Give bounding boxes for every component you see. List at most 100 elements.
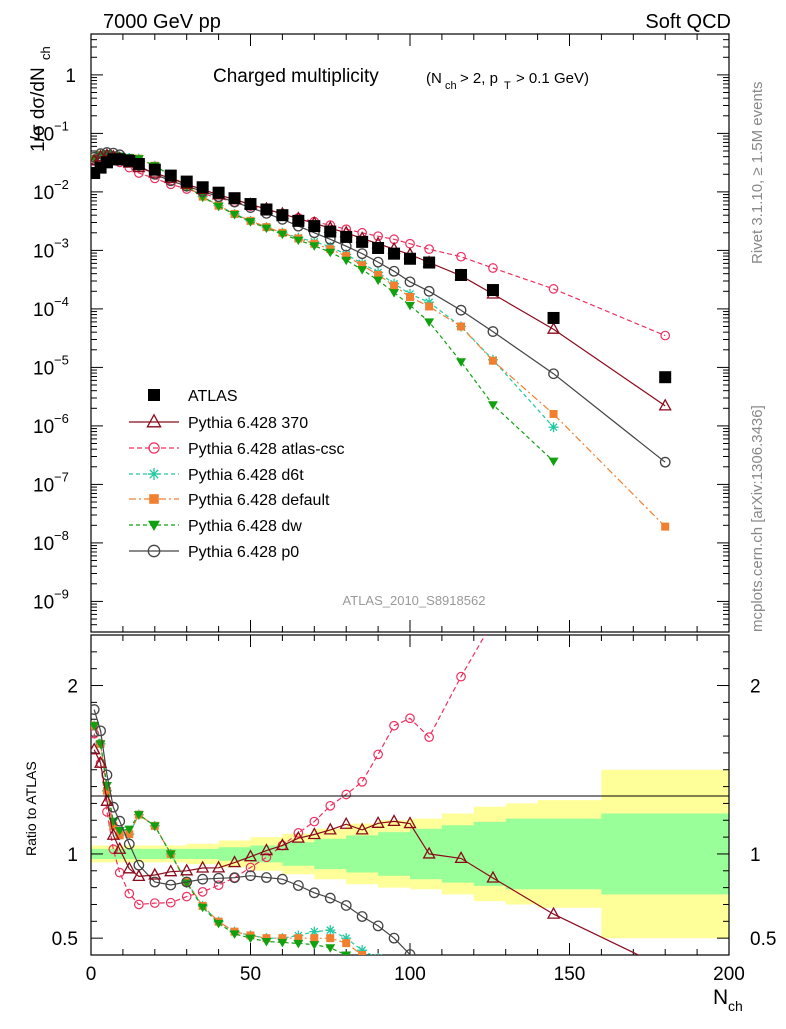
data-point xyxy=(212,186,225,199)
data-point xyxy=(488,985,498,995)
data-point xyxy=(133,811,144,820)
data-point xyxy=(196,181,209,194)
legend-label: Pythia 6.428 default xyxy=(188,492,330,509)
svg-text:ch: ch xyxy=(38,46,53,60)
data-point xyxy=(180,863,194,876)
svg-text:ch: ch xyxy=(445,80,457,92)
data-point xyxy=(340,230,353,243)
data-point xyxy=(548,368,559,380)
data-point xyxy=(294,934,303,943)
y-tick-label-base: 10 xyxy=(33,475,54,496)
data-point xyxy=(424,244,434,255)
data-point xyxy=(213,880,224,891)
data-point xyxy=(164,169,177,182)
chart-title: Charged multiplicity xyxy=(213,66,379,87)
rivet-label: Rivet 3.1.10, ≥ 1.5M events xyxy=(749,82,766,265)
data-point xyxy=(424,732,434,742)
data-point xyxy=(456,1013,466,1022)
data-point xyxy=(549,1015,559,1024)
data-point xyxy=(487,326,499,337)
data-point xyxy=(245,870,256,882)
data-point xyxy=(548,284,559,294)
x-tick-label: 100 xyxy=(394,964,426,985)
data-point xyxy=(549,999,559,1009)
data-point xyxy=(356,911,368,922)
data-point xyxy=(425,302,434,311)
data-point xyxy=(374,270,383,279)
data-point xyxy=(488,356,497,365)
data-point xyxy=(488,263,498,273)
svg-text:> 0.1 GeV): > 0.1 GeV) xyxy=(516,70,589,87)
data-point xyxy=(549,489,558,498)
y-tick-label-base: 10 xyxy=(33,534,54,555)
data-point xyxy=(213,919,224,929)
data-point xyxy=(165,897,176,908)
data-point xyxy=(456,976,466,986)
ratio-line xyxy=(93,749,640,955)
y-tick-label: 10 −8 xyxy=(33,528,69,555)
data-point xyxy=(229,930,240,939)
data-point xyxy=(165,879,177,891)
data-point xyxy=(260,203,273,216)
y-tick-label-exp: −5 xyxy=(54,352,69,367)
data-point xyxy=(277,938,288,948)
y-tick-label-exp: −7 xyxy=(54,469,69,484)
x-tick-label: 50 xyxy=(240,964,261,985)
y-tick-label-exp: −4 xyxy=(54,294,69,309)
ratio-line xyxy=(93,635,486,906)
data-point xyxy=(229,211,240,220)
data-point xyxy=(356,235,369,248)
data-point xyxy=(164,864,178,877)
data-point xyxy=(661,1018,669,1024)
header-right: Soft QCD xyxy=(645,11,731,33)
data-point xyxy=(661,522,670,531)
mcplots-label: mcplots.cern.ch [arXiv:1306.3436] xyxy=(749,405,766,632)
y-tick-label-base: 10 xyxy=(33,592,54,613)
data-point xyxy=(404,276,416,288)
data-point xyxy=(374,960,382,968)
data-point xyxy=(661,151,670,160)
y-tick-label: 10 −3 xyxy=(33,235,69,262)
y-tick-label-exp: −6 xyxy=(54,411,69,426)
data-point xyxy=(132,869,146,882)
data-point xyxy=(91,704,100,715)
data-point xyxy=(108,844,119,855)
data-point xyxy=(326,934,335,943)
data-point xyxy=(659,371,672,384)
data-point xyxy=(406,292,414,301)
legend-item-default: Pythia 6.428 default xyxy=(129,492,330,509)
data-point xyxy=(358,951,367,955)
data-point xyxy=(425,988,433,996)
y-tick-label-exp: −9 xyxy=(54,586,69,601)
data-point xyxy=(404,252,416,265)
band-inner xyxy=(91,813,729,895)
data-point xyxy=(148,468,160,480)
data-point xyxy=(165,850,176,859)
ratio-line xyxy=(93,709,412,955)
y-tick-label-exp: −1 xyxy=(54,118,69,133)
y-tick-label: 10 −2 xyxy=(33,177,69,204)
data-point xyxy=(180,175,193,188)
data-point xyxy=(325,248,336,258)
data-point xyxy=(342,939,351,948)
data-point xyxy=(309,242,320,251)
data-point xyxy=(660,330,671,341)
data-point xyxy=(106,827,120,840)
svg-text:1/σ dσ/dN: 1/σ dσ/dN xyxy=(28,67,49,152)
data-point xyxy=(457,322,466,331)
data-point xyxy=(114,827,125,836)
data-point xyxy=(292,214,305,227)
data-point xyxy=(486,870,500,883)
data-point xyxy=(148,442,160,454)
data-point xyxy=(95,725,106,737)
ratio-dw xyxy=(91,722,466,1022)
data-point xyxy=(454,851,468,864)
y-tick-label: 10 −6 xyxy=(33,411,69,438)
data-point xyxy=(275,838,289,851)
data-point xyxy=(276,209,289,222)
data-point xyxy=(213,202,224,212)
x-tick-label: 0 xyxy=(86,964,97,985)
data-point xyxy=(388,265,400,277)
data-point xyxy=(341,256,352,266)
data-point xyxy=(373,971,383,980)
